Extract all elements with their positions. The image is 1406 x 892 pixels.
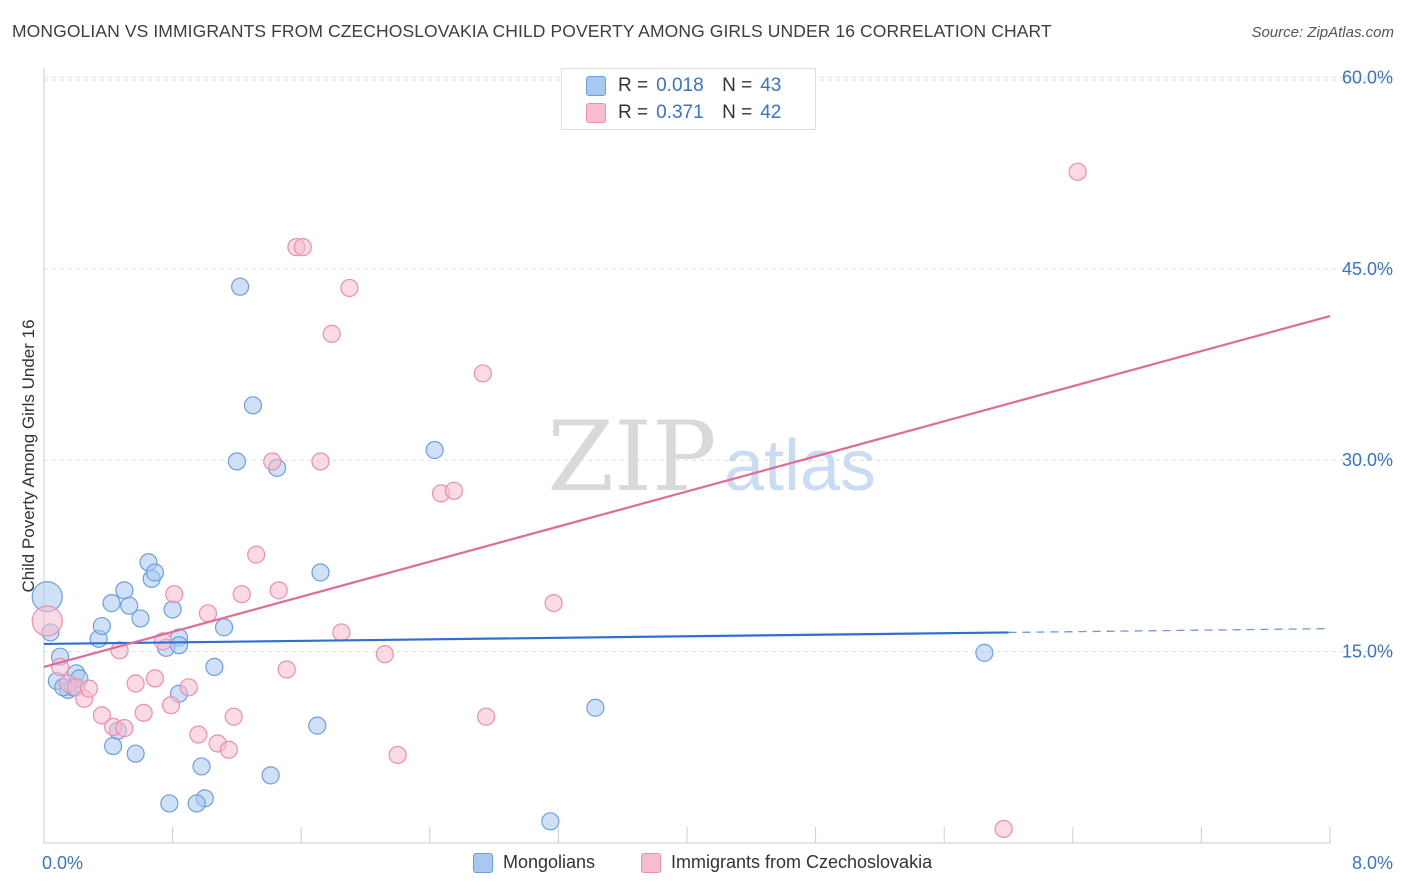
- legend-swatch-pink: [641, 852, 661, 873]
- mongolians-point: [104, 736, 123, 756]
- mongolians-point: [586, 698, 605, 717]
- czechoslovakia-point: [31, 605, 63, 637]
- czechoslovakia-point: [92, 706, 111, 725]
- czechoslovakia-point: [134, 703, 153, 722]
- czechoslovakia-point: [179, 678, 198, 697]
- mongolians-point: [126, 744, 145, 763]
- czechoslovakia-point: [247, 545, 266, 564]
- czechoslovakia-point: [293, 238, 312, 257]
- legend-r-key: R =: [618, 75, 649, 96]
- czechoslovakia-point: [322, 324, 341, 343]
- y-tick-label: 30.0%: [1342, 450, 1393, 470]
- series-legend: Mongolians Immigrants from Czechoslovaki…: [0, 850, 1406, 878]
- series-mongolians-points: [31, 277, 994, 831]
- czechoslovakia-point: [198, 604, 218, 623]
- czechoslovakia-point: [1068, 162, 1087, 181]
- czechoslovakia-point: [224, 707, 243, 726]
- mongolians-point: [227, 452, 246, 471]
- legend-label: Mongolians: [503, 852, 596, 872]
- czechoslovakia-point: [375, 645, 394, 664]
- mongolians-point: [102, 594, 121, 613]
- mongolians-point: [214, 618, 234, 637]
- czechoslovakia-point: [444, 481, 464, 500]
- legend-swatch-blue: [586, 76, 606, 96]
- legend-n-key: N =: [722, 75, 753, 96]
- mongolians-point: [541, 812, 560, 831]
- y-tick-label: 60.0%: [1342, 67, 1393, 87]
- mongolians-trend-line: [43, 631, 1009, 646]
- tick-labels: 15.0% 30.0% 45.0% 60.0% 0.0% 8.0%: [42, 67, 1393, 873]
- x-tick-label: 0.0%: [42, 853, 83, 873]
- watermark-atlas: atlas: [724, 426, 876, 506]
- czechoslovakia-point: [476, 707, 496, 726]
- mongolians-point: [160, 794, 179, 813]
- czechoslovakia-point: [145, 669, 165, 688]
- mongolians-point: [120, 596, 139, 615]
- czechoslovakia-point: [232, 585, 251, 604]
- czechoslovakia-point: [332, 623, 351, 642]
- gridlines: [44, 76, 1393, 653]
- series-czechoslovakia-points: [31, 162, 1087, 839]
- watermark: ZIP atlas: [547, 401, 876, 513]
- mongolians-point: [131, 609, 150, 628]
- czechoslovakia-trend-line: [43, 314, 1331, 668]
- czechoslovakia-point: [115, 719, 134, 738]
- legend-row-mongolians: R = 0.018 N = 43: [586, 73, 781, 99]
- czechoslovakia-point: [277, 660, 296, 679]
- y-tick-label: 45.0%: [1342, 259, 1393, 279]
- mongolians-point: [243, 396, 263, 415]
- trend-lines: [43, 314, 1331, 668]
- mongolians-point: [163, 600, 182, 619]
- legend-n-value: 43: [760, 75, 782, 96]
- mongolians-point: [92, 616, 111, 636]
- legend-label: Immigrants from Czechoslovakia: [671, 852, 933, 872]
- legend-n-value: 42: [760, 102, 782, 123]
- czechoslovakia-point: [263, 452, 282, 471]
- czechoslovakia-point: [79, 679, 99, 698]
- czechoslovakia-point: [311, 452, 330, 471]
- legend-row-czechoslovakia: R = 0.371 N = 42: [586, 100, 781, 126]
- legend-r-value: 0.018: [656, 75, 704, 96]
- y-axis-label: Child Poverty Among Girls Under 16: [19, 319, 38, 593]
- mongolians-point: [231, 277, 250, 296]
- source-attribution: Source: ZipAtlas.com: [1251, 24, 1394, 41]
- legend-r-value: 0.371: [656, 102, 704, 123]
- legend-item-czechoslovakia[interactable]: Immigrants from Czechoslovakia: [641, 852, 932, 873]
- correlation-legend: R = 0.018 N = 43 R = 0.371 N = 42: [561, 68, 816, 130]
- legend-item-mongolians[interactable]: Mongolians: [473, 852, 595, 873]
- legend-swatch-pink: [586, 103, 606, 123]
- czechoslovakia-point: [189, 725, 208, 744]
- x-tick-label: 8.0%: [1352, 853, 1393, 873]
- mongolians-point: [192, 757, 211, 776]
- czechoslovakia-point: [126, 674, 145, 693]
- czechoslovakia-point: [165, 585, 184, 604]
- czechoslovakia-point: [994, 819, 1013, 839]
- mongolians-point: [261, 766, 280, 785]
- axes: [43, 68, 1331, 844]
- legend-swatch-blue: [473, 852, 493, 873]
- mongolians-trend-extension: [1008, 627, 1331, 634]
- chart-title: MONGOLIAN VS IMMIGRANTS FROM CZECHOSLOVA…: [12, 21, 1052, 41]
- legend-n-key: N =: [722, 102, 753, 123]
- legend-r-key: R =: [618, 102, 649, 123]
- czechoslovakia-point: [219, 740, 238, 759]
- czechoslovakia-point: [388, 745, 407, 765]
- mongolians-point: [425, 440, 444, 460]
- czechoslovakia-point: [473, 364, 492, 383]
- mongolians-point: [145, 563, 165, 582]
- watermark-zip: ZIP: [547, 401, 716, 513]
- czechoslovakia-point: [269, 581, 288, 600]
- czechoslovakia-point: [340, 278, 359, 298]
- mongolians-point: [187, 794, 206, 813]
- mongolians-point: [308, 716, 327, 735]
- czechoslovakia-point: [544, 594, 563, 613]
- mongolians-point: [311, 563, 330, 582]
- mongolians-point: [205, 657, 224, 677]
- mongolians-point: [115, 581, 134, 600]
- czechoslovakia-point: [161, 696, 181, 715]
- mongolians-point: [975, 643, 994, 662]
- y-tick-label: 15.0%: [1342, 642, 1393, 662]
- mongolians-point: [169, 636, 189, 655]
